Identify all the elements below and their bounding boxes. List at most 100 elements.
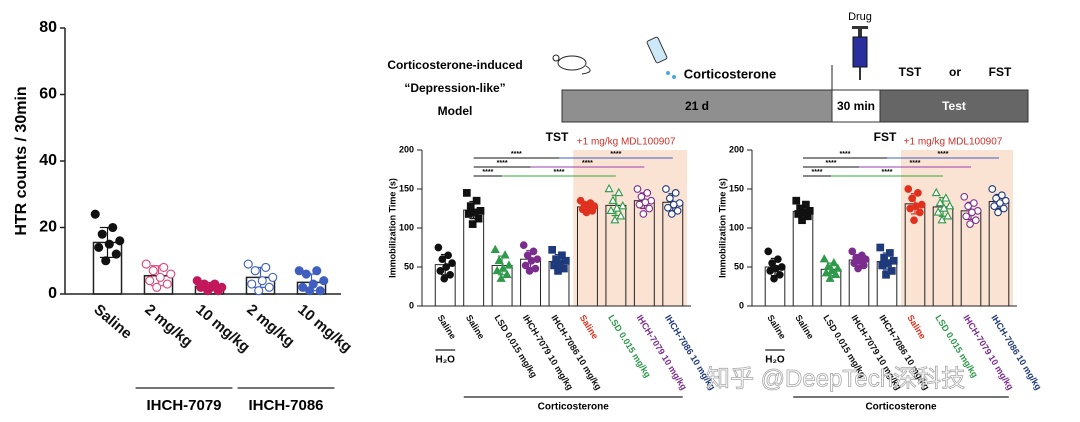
data-point: [848, 247, 857, 256]
comparison-label: ****: [840, 151, 851, 158]
data-point: [906, 204, 915, 213]
data-point: [886, 249, 894, 257]
phase-label: 30 min: [837, 99, 875, 113]
model-label: Corticosterone-induced: [387, 58, 522, 72]
data-point: [434, 243, 443, 252]
data-point: [665, 194, 674, 203]
data-point: [494, 255, 504, 264]
data-point: [152, 282, 162, 292]
y-tick-label: 100: [729, 222, 744, 232]
phase-bar: [879, 89, 1029, 123]
y-tick-label: 50: [404, 261, 414, 271]
data-point: [448, 259, 456, 267]
chart: 0 20 40 60 80 HTR counts / 30min Saline 2 mg/kg…: [13, 19, 355, 414]
data-point: [966, 220, 974, 228]
data-point: [829, 257, 839, 267]
group-label: IHCH-7079: [146, 397, 221, 414]
data-point: [775, 270, 784, 279]
shade: [573, 150, 687, 306]
data-point: [850, 259, 859, 267]
data-point: [823, 261, 833, 271]
x-tick-label: Saline: [905, 313, 928, 341]
data-point: [148, 266, 158, 276]
data-point: [490, 244, 500, 254]
y-tick-label: 150: [399, 183, 414, 193]
data-point: [827, 265, 837, 275]
data-point: [558, 251, 566, 260]
x-tick-label: IHCH-7079 10 mg/kg: [635, 313, 689, 392]
y-tick-label: 200: [729, 144, 744, 154]
data-point: [831, 269, 841, 278]
data-point: [931, 187, 941, 197]
data-point: [996, 199, 1004, 207]
data-point: [939, 203, 949, 212]
data-point: [496, 273, 506, 282]
data-point: [548, 245, 557, 254]
comparison-label: ****: [882, 169, 893, 176]
data-point: [669, 200, 678, 209]
data-point: [994, 208, 1002, 217]
data-point: [612, 203, 622, 212]
data-point: [250, 266, 260, 276]
comparison-label: ****: [482, 169, 493, 176]
data-point: [498, 263, 508, 272]
data-point: [798, 216, 806, 225]
data-point: [637, 192, 646, 201]
data-point: [608, 195, 618, 204]
group-label: Corticosterone: [865, 402, 937, 413]
bar: [792, 211, 814, 307]
x-tick-label: 10 mg/kg: [294, 301, 355, 356]
data-point: [550, 261, 558, 270]
data-point: [94, 242, 104, 252]
chart-title: TST: [546, 130, 569, 144]
data-point: [645, 204, 654, 213]
data-point: [141, 259, 151, 269]
phase-bar: [561, 89, 833, 123]
data-point: [803, 212, 812, 221]
data-point: [859, 261, 868, 270]
data-point: [904, 185, 913, 193]
data-point: [504, 260, 514, 269]
data-point: [582, 208, 591, 217]
y-tick-label: 20: [39, 219, 57, 236]
data-point: [104, 239, 114, 249]
x-tick-label: Saline: [765, 313, 788, 341]
x-tick-label: 10 mg/kg: [192, 301, 253, 356]
data-point: [500, 250, 510, 259]
data-point: [111, 249, 121, 259]
data-point: [962, 212, 971, 221]
data-point: [203, 286, 213, 296]
test-label: or: [949, 65, 961, 79]
data-point: [766, 267, 775, 275]
data-point: [854, 264, 862, 273]
data-point: [554, 267, 562, 275]
x-tick-label: 2 mg/kg: [141, 301, 195, 350]
data-point: [464, 210, 473, 218]
data-point: [770, 274, 778, 283]
data-point: [664, 203, 672, 212]
data-point: [166, 269, 176, 279]
chart-title: FST: [874, 130, 897, 144]
y-axis-label: Immobilization Time (s): [717, 178, 727, 278]
data-point: [436, 267, 445, 275]
data-point: [960, 192, 969, 201]
data-point: [964, 202, 972, 211]
mouse-icon: [552, 54, 591, 75]
annotation: +1 mg/kg MDL100907: [904, 137, 1003, 148]
x-tick-label: IHCH-7086 10 mg/kg: [549, 313, 603, 392]
data-point: [990, 202, 999, 211]
group-label: H₂O: [765, 355, 785, 366]
data-point: [618, 201, 628, 210]
shade: [901, 150, 1013, 306]
data-point: [446, 270, 454, 279]
data-point: [915, 208, 924, 217]
comparison-label: ****: [511, 151, 522, 158]
drug-in-label: Corticosterone: [684, 66, 776, 81]
chart: 0 50 100 150 200 Immobilization Time (s) TST +1…: [387, 130, 717, 412]
data-point: [301, 269, 311, 279]
data-point: [876, 243, 885, 252]
data-point: [468, 220, 477, 228]
data-point: [968, 208, 976, 217]
comparison-label: ****: [938, 151, 949, 158]
data-point: [257, 276, 267, 286]
